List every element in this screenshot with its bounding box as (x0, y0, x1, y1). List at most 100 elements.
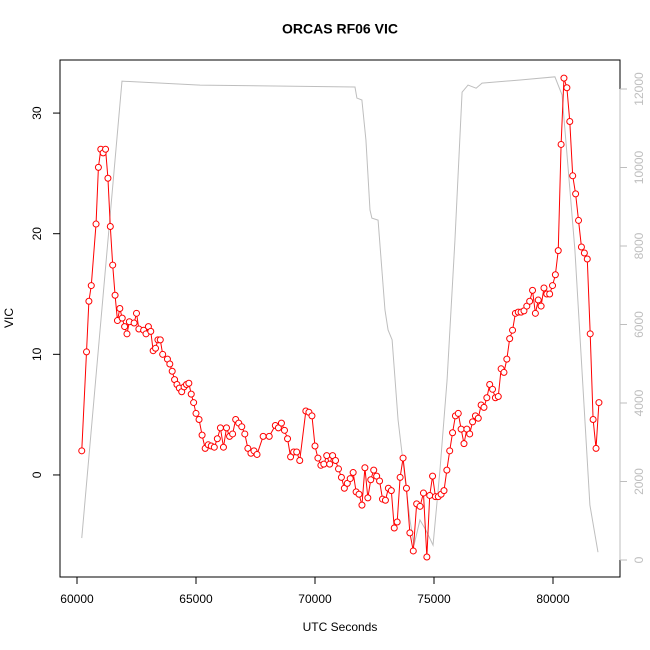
data-point (500, 368, 508, 376)
y2-tick-label: 4000 (632, 389, 646, 416)
data-point (402, 484, 410, 492)
data-point (314, 454, 322, 462)
data-point (332, 456, 340, 464)
data-point (457, 425, 465, 433)
data-point (423, 553, 431, 561)
data-point (454, 409, 462, 417)
data-point (195, 415, 203, 423)
y-axis-label: VIC (2, 308, 16, 328)
data-point (355, 490, 363, 498)
data-point (381, 496, 389, 504)
data-point (370, 466, 378, 474)
data-point (446, 447, 454, 455)
data-point (443, 466, 451, 474)
data-point (219, 443, 227, 451)
data-point (509, 326, 517, 334)
x-tick-label: 65000 (179, 592, 213, 606)
data-point (121, 323, 129, 331)
data-point (580, 249, 588, 257)
data-point (396, 473, 404, 481)
data-point (166, 360, 174, 368)
x-tick-label: 60000 (60, 592, 94, 606)
data-point (244, 444, 252, 452)
data-point (387, 487, 395, 495)
data-point (85, 297, 93, 305)
data-point (349, 469, 357, 477)
data-point (109, 261, 117, 269)
data-point (416, 502, 424, 510)
data-point (123, 330, 131, 338)
data-point (94, 163, 102, 171)
y2-tick-label: 10000 (632, 150, 646, 184)
data-point (429, 472, 437, 480)
data-point (168, 367, 176, 375)
data-point (526, 297, 534, 305)
y-tick-label: 30 (30, 106, 44, 120)
data-point (323, 452, 331, 460)
data-point (106, 222, 114, 230)
data-point (156, 336, 164, 344)
data-point (265, 432, 273, 440)
data-point (192, 409, 200, 417)
data-point (595, 399, 603, 407)
data-point (223, 424, 231, 432)
x-tick-label: 80000 (536, 592, 570, 606)
data-point (118, 314, 126, 322)
x-axis-label: UTC Seconds (303, 620, 378, 634)
y-tick-label: 0 (30, 471, 44, 478)
data-point (531, 309, 539, 317)
data-point (361, 464, 369, 472)
data-point (586, 330, 594, 338)
data-point (159, 350, 167, 358)
data-point (104, 174, 112, 182)
data-point (185, 379, 193, 387)
x-tick-label: 70000 (298, 592, 332, 606)
data-point (102, 145, 110, 153)
data-point (506, 335, 514, 343)
data-point (190, 399, 198, 407)
data-point (147, 327, 155, 335)
data-point (554, 247, 562, 255)
data-point (277, 419, 285, 427)
data-point (557, 140, 565, 148)
data-point (83, 348, 91, 356)
data-point (534, 296, 542, 304)
data-point (274, 424, 282, 432)
data-point (549, 282, 557, 290)
chart-title: ORCAS RF06 VIC (282, 21, 398, 37)
y2-tick-label: 2000 (632, 468, 646, 495)
data-point (213, 435, 221, 443)
data-point (589, 415, 597, 423)
data-point (152, 344, 160, 352)
data-point (503, 355, 511, 363)
data-point (449, 429, 457, 437)
data-point (229, 430, 237, 438)
data-point (483, 394, 491, 402)
data-point (293, 448, 301, 456)
data-point (583, 255, 591, 263)
data-point (210, 443, 218, 451)
data-point (440, 487, 448, 495)
x-tick-label: 75000 (417, 592, 451, 606)
data-point (311, 442, 319, 450)
data-point (546, 290, 554, 298)
data-point (575, 216, 583, 224)
y2-tick-label: 6000 (632, 311, 646, 338)
data-point (308, 412, 316, 420)
data-point (419, 489, 427, 497)
data-point (287, 453, 295, 461)
data-point (216, 424, 224, 432)
data-point (198, 431, 206, 439)
data-point (320, 460, 328, 468)
data-point (572, 190, 580, 198)
data-point (376, 477, 384, 485)
data-point (409, 547, 417, 555)
data-point (540, 284, 548, 292)
y-tick-label: 20 (30, 227, 44, 241)
data-point (284, 435, 292, 443)
data-point (78, 447, 86, 455)
data-point (537, 302, 545, 310)
y-tick-label: 10 (30, 347, 44, 361)
data-point (480, 403, 488, 411)
